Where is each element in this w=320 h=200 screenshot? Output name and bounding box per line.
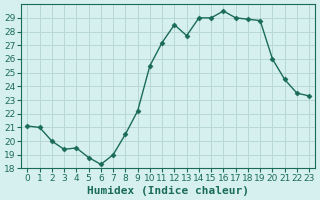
- X-axis label: Humidex (Indice chaleur): Humidex (Indice chaleur): [87, 186, 249, 196]
